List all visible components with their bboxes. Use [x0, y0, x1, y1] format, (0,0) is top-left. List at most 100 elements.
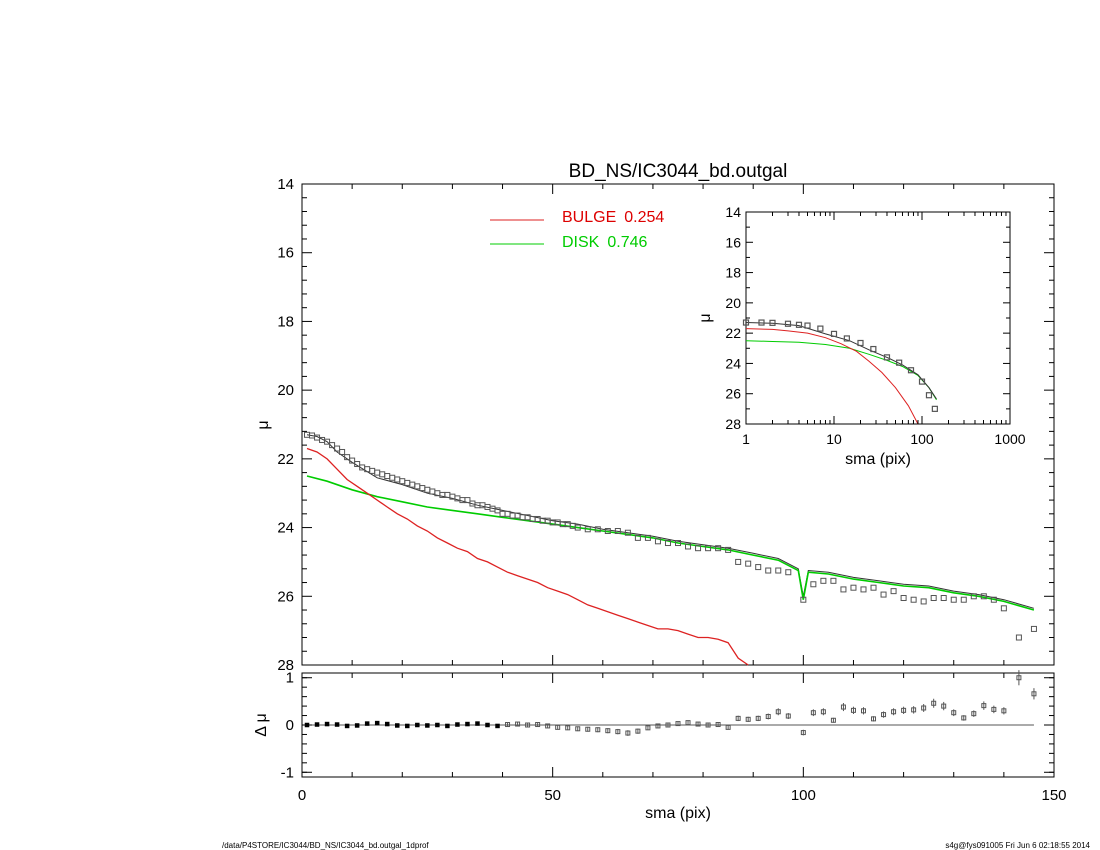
residual-point: [901, 707, 907, 713]
main-observed-point: [404, 479, 411, 486]
inset-frame: [745, 211, 1011, 425]
residual-point: [951, 710, 957, 716]
inset-y-tick-label: 28: [725, 416, 741, 432]
main-observed-point: [419, 485, 426, 492]
residual-point: [485, 722, 490, 728]
inset-observed-point: [742, 319, 750, 326]
main-frame: [301, 183, 1055, 666]
legend: BULGE 0.254 DISK 0.746: [490, 209, 664, 251]
residual-point: [645, 725, 651, 731]
main-bulge-line: [306, 447, 749, 666]
residual-point: [354, 723, 360, 728]
residual-point: [675, 721, 681, 727]
residual-point: [545, 723, 551, 729]
main-observed-point: [820, 577, 827, 584]
residual-point: [605, 728, 611, 734]
main-observed-point: [675, 540, 681, 547]
main-observed-point: [634, 534, 641, 541]
residual-y-tick-label: -1: [281, 764, 294, 781]
residual-point: [921, 705, 927, 711]
inset-observed-point: [784, 320, 792, 327]
residual-point: [785, 713, 791, 719]
main-observed-point: [705, 545, 712, 552]
main-observed-point: [654, 538, 661, 545]
main-observed-point: [830, 577, 837, 584]
main-observed-point: [765, 567, 772, 574]
residual-point: [981, 703, 987, 709]
main-observed-point: [800, 596, 807, 603]
residual-point: [765, 713, 771, 719]
main-y-tick-label: 22: [277, 451, 294, 468]
residual-point: [555, 724, 561, 730]
footer-file-path: /data/P4STORE/IC3044/BD_NS/IC3044_bd.out…: [222, 841, 429, 850]
main-observed-point: [930, 595, 937, 602]
footer-timestamp: s4g@fys091005 Fri Jun 6 02:18:55 2014: [945, 841, 1090, 850]
main-y-tick-label: 18: [277, 313, 294, 330]
residual-x-axis-label: sma (pix): [645, 805, 711, 822]
main-observed-point: [624, 529, 631, 536]
main-observed-point: [1030, 625, 1037, 632]
residual-point: [871, 716, 877, 722]
residual-point: [745, 716, 751, 722]
main-y-tick-label: 26: [277, 588, 294, 605]
inset-y-tick-label: 22: [725, 325, 741, 341]
main-observed-point: [389, 474, 396, 481]
inset-observed-point: [883, 354, 891, 361]
inset-observed-point: [769, 319, 776, 326]
residual-point: [941, 703, 947, 709]
main-observed-point: [414, 483, 421, 490]
residual-point: [810, 710, 816, 716]
main-observed-point: [369, 467, 376, 474]
main-observed-point: [334, 445, 341, 452]
residual-point: [515, 721, 521, 727]
residual-point: [575, 726, 581, 732]
inset-observed-point: [925, 392, 933, 399]
inset-y-axis-label: μ: [697, 313, 714, 322]
residual-y-axis-label: Δ μ: [253, 713, 270, 736]
main-observed-point: [324, 438, 331, 445]
residual-point: [435, 722, 440, 728]
legend-bulge-label: BULGE 0.254: [562, 209, 664, 226]
residual-point: [655, 723, 661, 729]
inset-bulge-line: [745, 328, 919, 425]
residual-point: [755, 715, 761, 721]
main-observed-point: [910, 596, 917, 603]
inset-y-tick-label: 26: [725, 386, 741, 402]
residual-point: [715, 722, 721, 728]
inset-observed-point: [931, 405, 938, 412]
residual-point: [475, 721, 480, 726]
residual-point: [384, 721, 390, 727]
inset-observed-point: [817, 325, 824, 332]
residual-point: [820, 709, 826, 715]
residual-point: [364, 721, 370, 726]
residual-point: [735, 715, 741, 721]
inset-x-tick-label: 10: [826, 431, 842, 447]
main-observed-point: [685, 543, 692, 550]
residual-point: [445, 723, 450, 729]
main-observed-point: [499, 510, 506, 517]
inset-x-tick-label: 1000: [994, 431, 1025, 447]
main-observed-point: [715, 545, 722, 552]
residual-x-tick-label: 150: [1041, 787, 1066, 804]
main-y-tick-label: 20: [277, 382, 294, 399]
main-observed-point: [339, 448, 346, 455]
main-observed-point: [374, 469, 381, 476]
inset-observed-point: [896, 359, 903, 366]
inset-y-tick-label: 20: [725, 295, 741, 311]
main-panel: 14 16 18 20 22 24 26 28: [277, 176, 1055, 674]
main-observed-point: [695, 545, 702, 552]
residual-point: [685, 720, 691, 726]
inset-y-tick-label: 14: [725, 204, 741, 220]
residual-series: [304, 670, 1037, 736]
main-observed-point: [379, 471, 386, 478]
inset-observed-point: [918, 378, 926, 385]
main-observed-point: [1000, 605, 1007, 612]
main-observed-point: [664, 540, 671, 547]
main-axes: 14 16 18 20 22 24 26 28: [277, 176, 1055, 674]
residual-point: [334, 722, 340, 727]
main-observed-point: [745, 560, 752, 567]
main-observed-point: [950, 596, 957, 603]
residual-point: [324, 721, 330, 727]
inset-series: [742, 319, 938, 425]
